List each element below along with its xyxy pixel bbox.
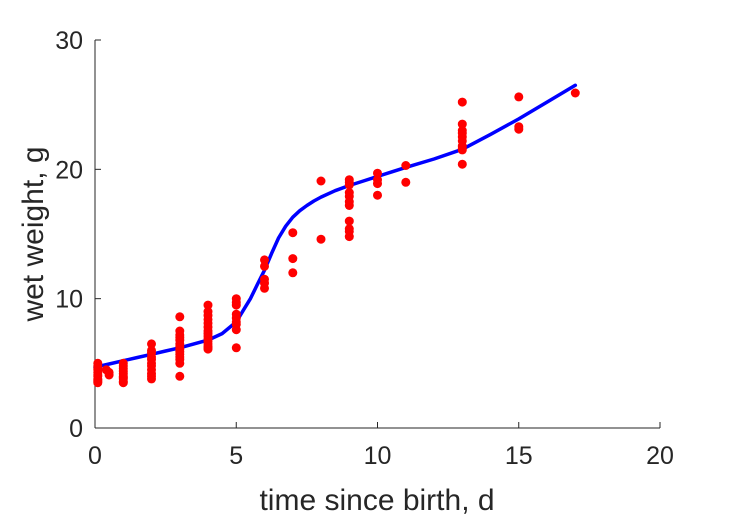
data-point — [344, 201, 354, 210]
y-tick-label: 30 — [55, 27, 83, 55]
data-point — [344, 180, 354, 190]
x-tick-label: 10 — [364, 442, 392, 470]
data-point — [231, 343, 241, 353]
data-point — [147, 374, 156, 384]
data-point — [93, 378, 103, 388]
data-point — [104, 370, 114, 380]
y-tick-label: 0 — [69, 415, 83, 443]
data-point — [118, 378, 128, 388]
data-point — [260, 261, 269, 271]
data-point — [288, 254, 298, 264]
data-point — [316, 176, 326, 186]
data-point — [457, 119, 467, 129]
data-point — [373, 168, 382, 178]
data-point — [175, 312, 185, 322]
data-point — [147, 339, 156, 349]
data-point — [175, 371, 185, 381]
fit-curve-layer — [93, 83, 578, 369]
data-point — [175, 358, 185, 368]
data-point — [373, 190, 382, 200]
data-point — [203, 344, 213, 354]
data-point — [288, 228, 298, 238]
data-point — [457, 159, 467, 169]
x-tick-label: 20 — [646, 442, 674, 470]
data-point — [288, 268, 298, 278]
data-points-layer — [93, 88, 580, 388]
data-point — [514, 92, 524, 102]
x-axis-label: time since birth, d — [259, 484, 494, 517]
y-tick-label: 10 — [55, 286, 83, 314]
data-point — [514, 124, 524, 134]
data-point — [344, 232, 354, 242]
x-tick-label: 15 — [505, 442, 533, 470]
data-point — [344, 216, 354, 226]
plot-background — [95, 40, 660, 428]
data-point — [316, 234, 326, 244]
x-tick-label: 5 — [229, 442, 243, 470]
data-point — [570, 88, 580, 98]
data-point — [260, 255, 269, 265]
y-axis-label: wet weight, g — [17, 146, 50, 322]
fit-curve — [93, 83, 578, 369]
data-point — [401, 177, 411, 187]
x-ticks: 0 5 10 15 20 — [88, 422, 674, 470]
y-tick-label: 20 — [55, 156, 83, 184]
data-point — [457, 97, 467, 107]
y-ticks: 0 10 20 30 — [55, 27, 101, 443]
data-point — [457, 145, 467, 155]
data-point — [231, 325, 241, 335]
data-point — [260, 283, 269, 293]
data-point — [203, 300, 213, 310]
data-point — [373, 179, 382, 189]
data-point — [231, 300, 241, 310]
data-point — [401, 161, 411, 170]
x-tick-label: 0 — [88, 442, 102, 470]
plot-area: 0 5 10 15 20 0 10 20 30 — [55, 27, 674, 470]
